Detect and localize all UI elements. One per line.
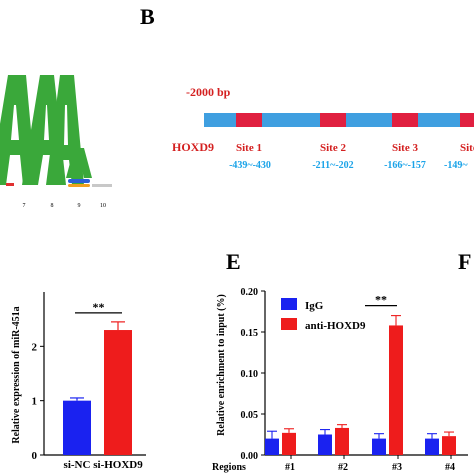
chart-e-xlabel-prefix: Regions xyxy=(212,462,246,473)
promoter-site-range: -166~-157 xyxy=(384,160,426,171)
motif-letter-g xyxy=(68,184,90,187)
motif-letter-a: A xyxy=(66,148,92,178)
chart-d-ylabel: Relative expression of miR-451a xyxy=(11,306,22,443)
chart-e-bar xyxy=(442,436,456,455)
promoter-site-name: Site 2 xyxy=(320,142,346,154)
chart-e-x-tick-label: #2 xyxy=(338,462,348,473)
promoter-site-box xyxy=(236,113,262,127)
chart-d-y-tick-label: 0 xyxy=(32,450,38,462)
motif-tick-label: 8 xyxy=(51,203,54,209)
chart-e-x-tick-label: #4 xyxy=(445,462,455,473)
chart-e-bar xyxy=(372,438,386,455)
chart-e-y-tick-label: 0.20 xyxy=(241,287,259,298)
chart-e-y-tick-label: 0.15 xyxy=(241,328,259,339)
chart-e-legend-swatch xyxy=(281,298,297,310)
chart-e-bar xyxy=(389,325,403,455)
chart-d-significance-label: ** xyxy=(93,300,105,314)
panel-label-b: B xyxy=(140,4,155,29)
chart-e-legend-label: anti-HOXD9 xyxy=(305,320,366,332)
promoter-site-box xyxy=(320,113,346,127)
motif-letter-a-shape xyxy=(66,148,92,178)
promoter-site-name: Site 1 xyxy=(236,142,262,154)
chart-e-bar xyxy=(335,427,349,455)
chart-e-legend-label: IgG xyxy=(305,300,324,312)
motif-letter-c xyxy=(68,179,90,183)
motif-logo: A A A A 7 8 9 10 xyxy=(0,75,112,209)
chart-e-bar xyxy=(282,432,296,455)
chart-d-bar xyxy=(104,330,132,455)
promoter-site-box xyxy=(392,113,418,127)
promoter-schematic: -2000 bp HOXD9 Site 1 Site 2 Site 3 Site… xyxy=(172,85,474,171)
promoter-site-name: Site 4 xyxy=(460,142,474,154)
chart-e-bar xyxy=(425,438,439,455)
promoter-gene-label: HOXD9 xyxy=(172,140,214,154)
chart-d-y-tick-label: 1 xyxy=(32,396,38,408)
chart-e-legend-swatch xyxy=(281,318,297,330)
motif-tick-label: 9 xyxy=(78,203,81,209)
promoter-site-range: -439~-430 xyxy=(229,160,271,171)
promoter-site-range: -211~-202 xyxy=(312,160,353,171)
promoter-site-range: -149~ xyxy=(444,160,468,171)
chart-e-bar xyxy=(318,434,332,455)
motif-tick-label: 7 xyxy=(23,203,26,209)
chart-d-y-tick-label: 2 xyxy=(32,341,38,353)
panel-label-e: E xyxy=(226,249,241,274)
chart-d-x-tick-label: si-NC xyxy=(64,459,91,471)
chart-e-x-tick-label: #1 xyxy=(285,462,295,473)
motif-letter-t xyxy=(6,183,14,186)
chart-e-bar xyxy=(265,438,279,455)
chart-e-y-tick-label: 0.05 xyxy=(241,410,259,421)
enrichment-bar-chart: Relative enrichment to input (%) Regions… xyxy=(212,287,468,473)
chart-e-y-tick-label: 0.10 xyxy=(241,369,259,380)
chart-e-x-tick-label: #3 xyxy=(392,462,402,473)
promoter-site-box xyxy=(460,113,474,127)
promoter-site-name: Site 3 xyxy=(392,142,418,154)
motif-tick-label: 10 xyxy=(100,203,106,209)
chart-d-x-tick-label: si-HOXD9 xyxy=(93,459,143,471)
chart-e-y-tick-label: 0.00 xyxy=(241,451,259,462)
chart-e-significance-label: ** xyxy=(375,293,387,307)
promoter-start-label: -2000 bp xyxy=(186,85,231,99)
chart-e-ylabel: Relative enrichment to input (%) xyxy=(216,294,227,436)
motif-letter-misc xyxy=(92,184,112,187)
expression-bar-chart: Relative expression of miR-451a 0 1 2 si-NC… xyxy=(11,292,146,471)
chart-d-bar xyxy=(63,400,91,455)
panel-label-f: F xyxy=(458,249,471,274)
